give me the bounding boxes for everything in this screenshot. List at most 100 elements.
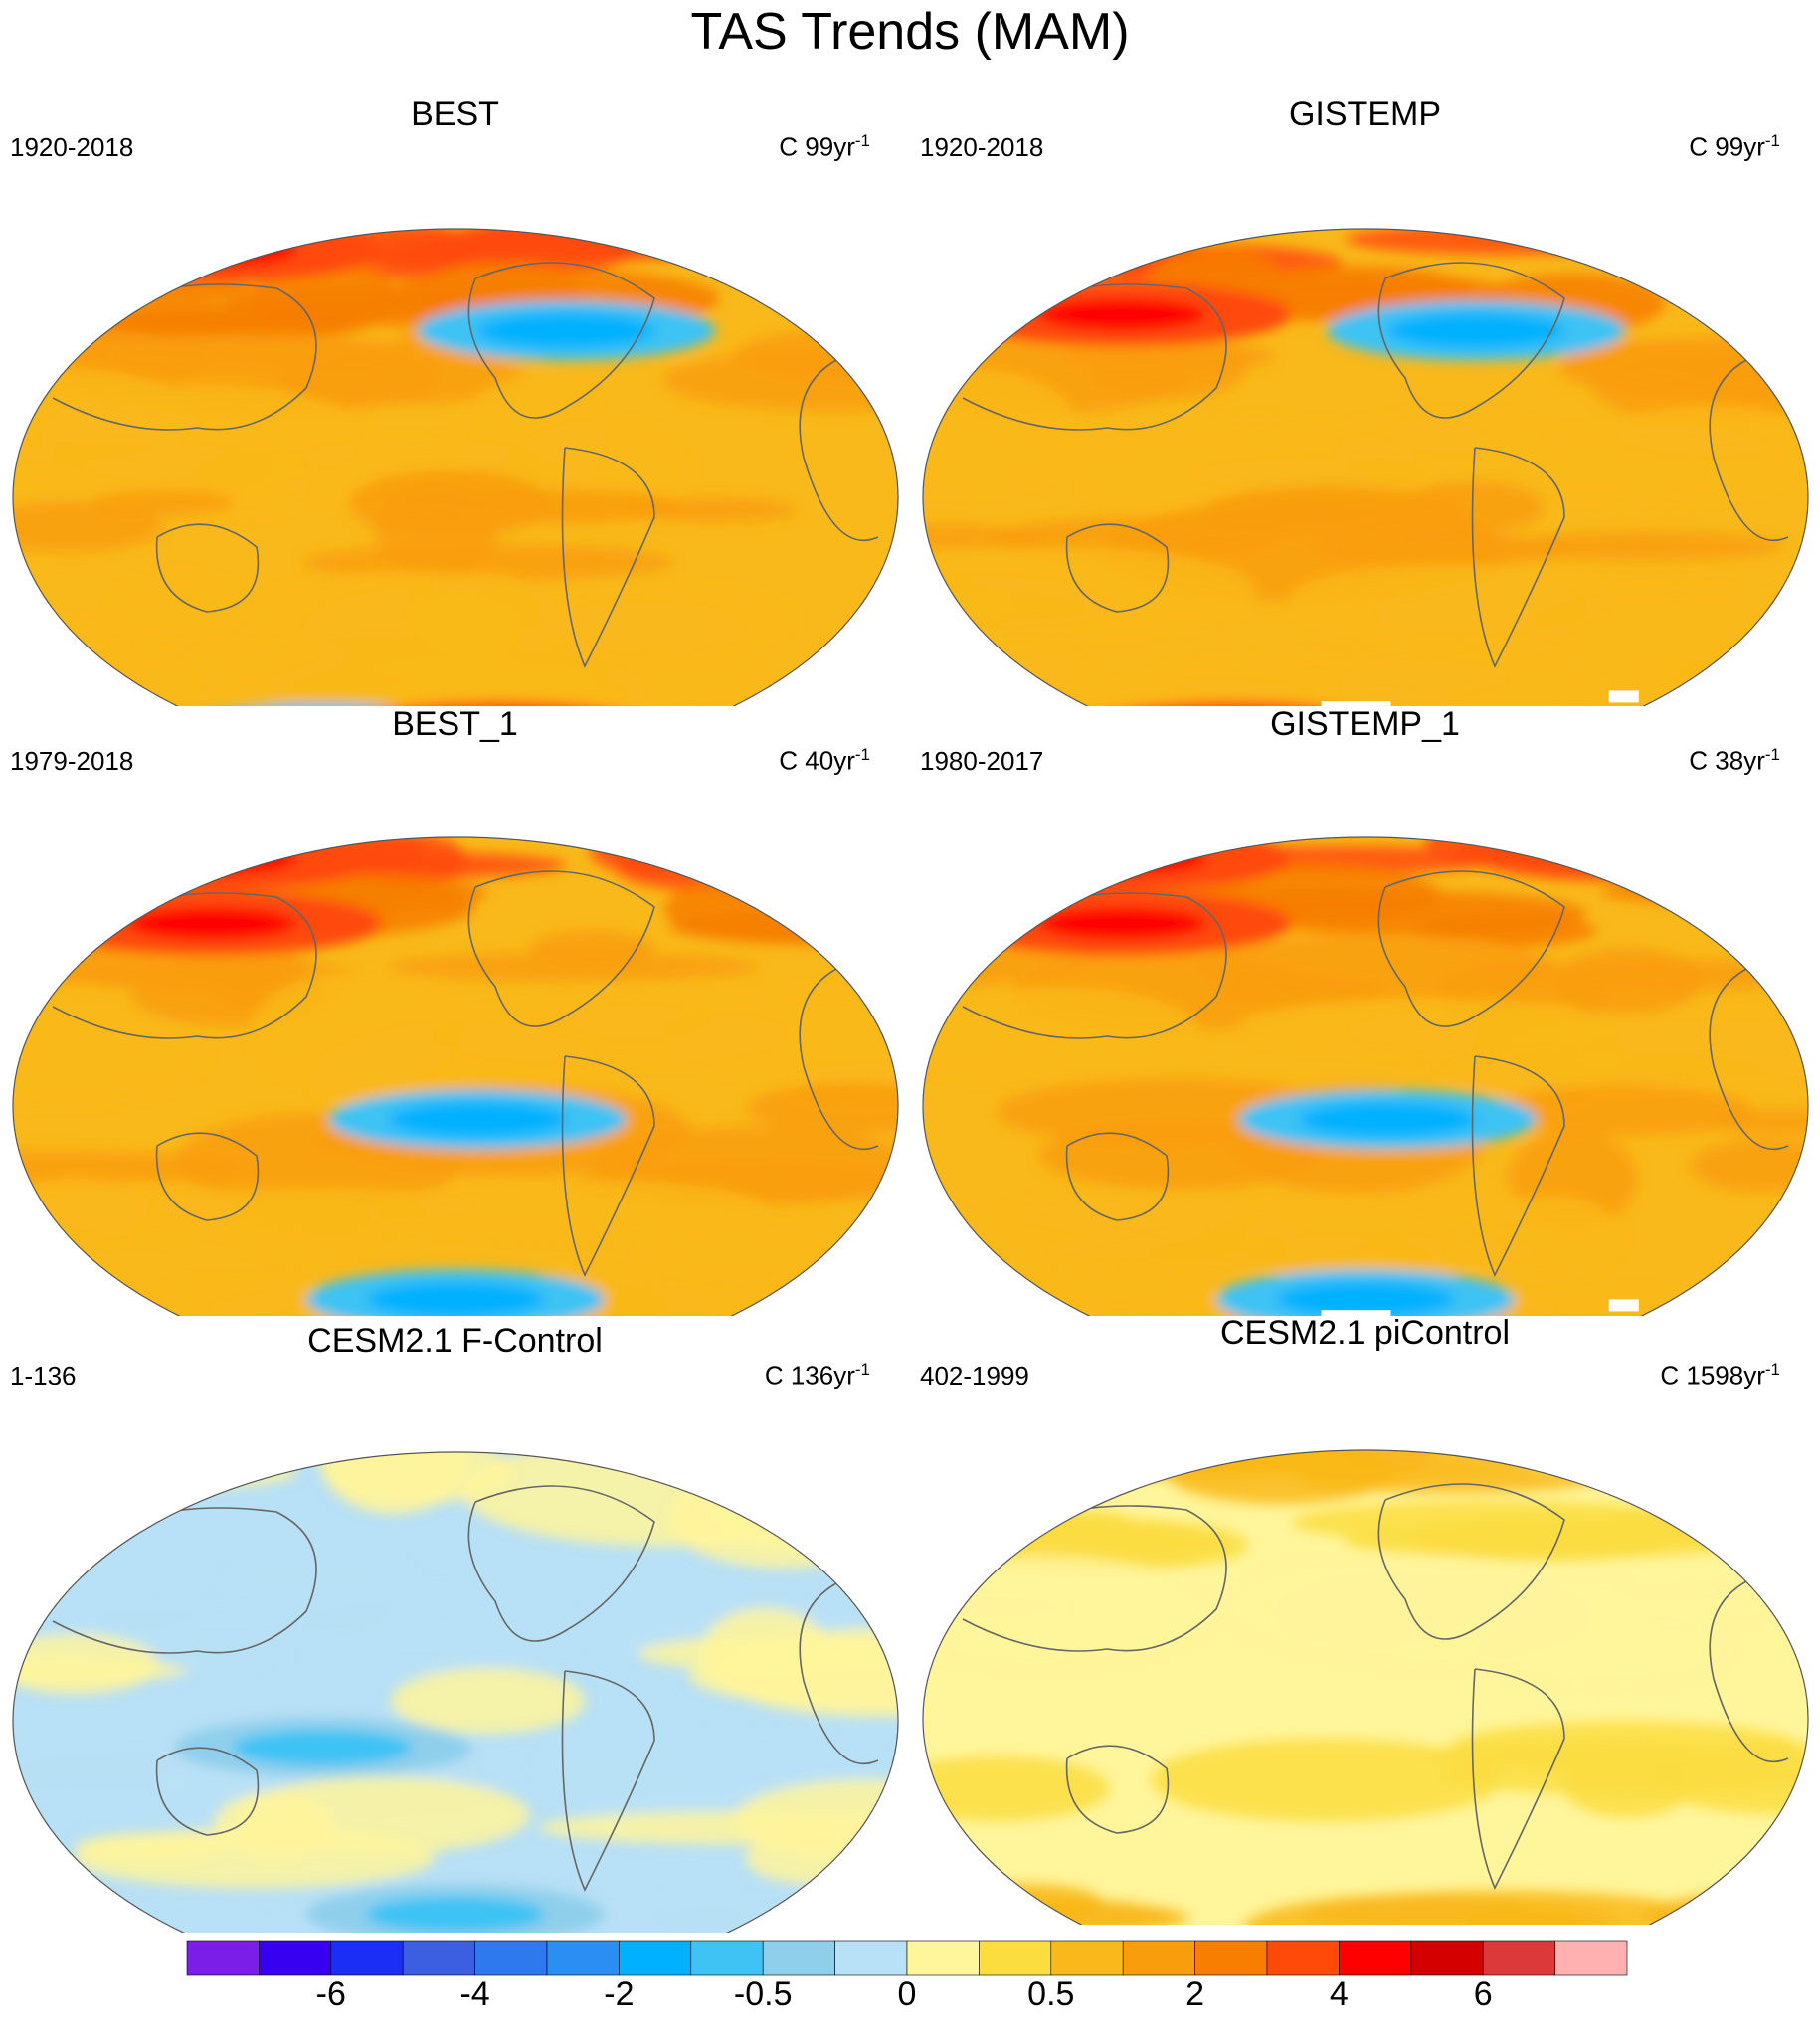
coastline: [1709, 1569, 1789, 1763]
missing-data: [1608, 1299, 1639, 1312]
field-blob: [1707, 231, 1808, 271]
panel-period: 1920-2018: [920, 132, 1044, 162]
panel-title: BEST_1: [392, 705, 518, 743]
field-blob: [923, 1450, 1022, 1490]
field-blob: [262, 1621, 578, 1651]
field-blob: [13, 501, 164, 553]
field-blob: [1031, 1268, 1210, 1315]
field-blob: [819, 1901, 898, 1933]
colorbar-swatch: [1122, 1940, 1195, 1976]
panel-units-exponent: -1: [854, 1360, 870, 1379]
field-blob: [668, 1468, 898, 1569]
field-blob: [663, 873, 898, 944]
coastline: [799, 956, 879, 1151]
coastline: [467, 1485, 655, 1642]
map-panel: GISTEMP_1 1980-2017 C 38yr-1: [910, 704, 1820, 1316]
field-blob: [13, 843, 277, 871]
panel-units: C 38yr-1: [1689, 740, 1780, 776]
map-projection: [12, 836, 899, 1316]
coastline: [1065, 1132, 1170, 1221]
map-panel: CESM2.1 piControl 402-1999 C 1598yr-1: [910, 1313, 1820, 1925]
map-panel: BEST 1920-2018 C 99yr-1: [0, 94, 910, 706]
colorbar-swatch: [186, 1940, 260, 1976]
coastline: [561, 447, 655, 668]
colorbar-swatch: [1410, 1940, 1484, 1976]
coastline: [799, 1570, 879, 1765]
field-blob: [13, 842, 231, 875]
colorbar-tick-label: -6: [315, 1975, 346, 2013]
map-projection: [12, 228, 899, 706]
coastline: [561, 1055, 655, 1277]
cold-anomaly: [1298, 1101, 1478, 1138]
panel-title: CESM2.1 F-Control: [307, 1322, 603, 1360]
field-blob: [404, 584, 795, 652]
panel-period: 1980-2017: [920, 746, 1044, 776]
field-blob: [712, 1452, 873, 1550]
field-blob: [250, 971, 463, 1091]
warm-anomaly: [1037, 907, 1207, 940]
colorbar-swatch: [330, 1940, 404, 1976]
field-blob: [163, 944, 311, 998]
field-blob: [375, 484, 497, 578]
field-blob: [1464, 1905, 1617, 1925]
panel-title: GISTEMP_1: [1270, 705, 1460, 743]
field-blob: [1195, 458, 1447, 491]
field-blob: [923, 576, 1108, 635]
field-blob: [1339, 647, 1596, 706]
map-panel: GISTEMP 1920-2018 C 99yr-1: [910, 94, 1820, 706]
field-blob: [590, 837, 719, 875]
panel-units: C 99yr-1: [779, 126, 870, 162]
coastline: [1471, 1055, 1565, 1277]
panel-title: GISTEMP: [1288, 95, 1442, 133]
field-blob: [388, 952, 760, 982]
field-blob: [13, 1010, 205, 1106]
field-blob: [1389, 414, 1537, 454]
cold-anomaly: [476, 312, 656, 349]
panel-units-text: C 99yr: [779, 131, 855, 162]
colorbar-tick-label: 0.5: [1027, 1975, 1075, 2013]
field-blob: [1547, 229, 1769, 261]
map-panel: CESM2.1 F-Control 1-136 C 136yr-1: [0, 1321, 910, 1933]
field-blob: [113, 576, 243, 640]
colorbar-swatch: [1050, 1940, 1124, 1976]
map-outline: [922, 1449, 1809, 1925]
coastline: [1377, 262, 1565, 419]
map-outline: [922, 836, 1809, 1316]
field-blob: [1483, 1196, 1621, 1277]
panel-units-exponent: -1: [1764, 131, 1780, 150]
colorbar-tick-label: 0: [897, 1975, 917, 2013]
panel-units-exponent: -1: [854, 131, 870, 150]
warm-anomaly: [1037, 842, 1207, 875]
field-blob: [1503, 531, 1784, 561]
field-blob: [1582, 958, 1790, 992]
colorbar-tick-label: -4: [459, 1975, 490, 2013]
field-blob: [661, 349, 898, 412]
cold-anomaly: [366, 1281, 545, 1316]
panel-units: C 40yr-1: [779, 740, 870, 776]
field-blob: [1302, 1465, 1598, 1494]
colorbar-swatch: [1266, 1940, 1340, 1976]
map-outline: [922, 228, 1809, 706]
warm-anomaly: [127, 842, 297, 875]
coastline: [155, 1747, 260, 1836]
panel-units: C 1598yr-1: [1660, 1355, 1780, 1390]
field-blob: [923, 837, 1188, 864]
colorbar-swatch: [1482, 1940, 1555, 1976]
panel-units-text: C 1598yr: [1660, 1360, 1765, 1390]
warm-anomaly: [127, 907, 297, 940]
colorbar-swatch: [1554, 1940, 1628, 1976]
colorbar-tick-label: -2: [604, 1975, 635, 2013]
colorbar-swatch: [546, 1940, 620, 1976]
panel-units-text: C 40yr: [779, 745, 855, 776]
field-blob: [1642, 237, 1787, 268]
coastline: [1065, 523, 1170, 613]
missing-data: [1321, 1310, 1391, 1316]
field-blob: [978, 1450, 1351, 1478]
panel-units-text: C 99yr: [1689, 131, 1765, 162]
map-outline: [12, 836, 899, 1316]
colorbar-swatch: [259, 1940, 332, 1976]
field-blob: [661, 989, 898, 1082]
panel-title: CESM2.1 piControl: [1219, 1314, 1510, 1352]
field-blob: [948, 655, 1098, 706]
colorbar-swatch: [906, 1940, 980, 1976]
